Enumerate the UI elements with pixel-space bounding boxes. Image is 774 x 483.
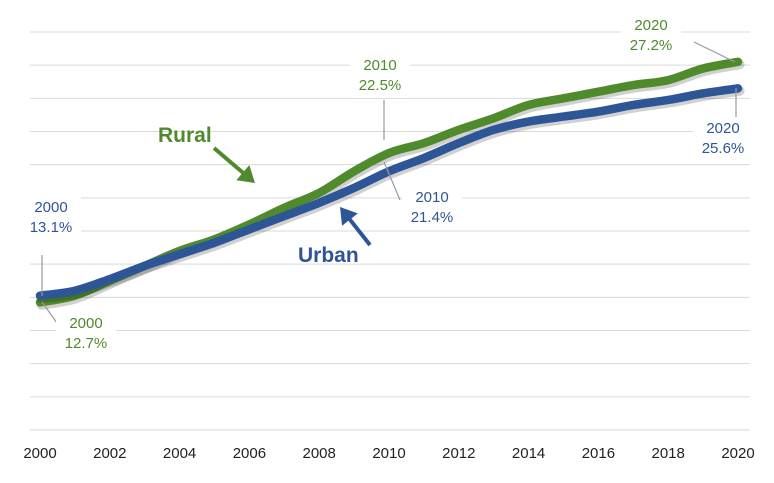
annotation-background	[21, 196, 81, 240]
series-label-rural: Rural	[158, 124, 212, 147]
annotation-leader	[693, 41, 736, 63]
annotation-year-rural-2020: 2020	[634, 17, 667, 34]
urban-series-line	[35, 84, 743, 300]
annotation-year-urban-2010: 2010	[415, 189, 448, 206]
annotation-value-urban-2020: 25.6%	[702, 140, 745, 157]
x-tick-label: 2012	[442, 445, 475, 462]
x-tick-label: 2016	[582, 445, 615, 462]
annotation-background	[350, 54, 410, 98]
x-axis-ticks: 2000 2002 2004 2006 2008 2010 2012 2014 2016 2018…	[23, 445, 754, 462]
x-tick-label: 2010	[372, 445, 405, 462]
annotations: 2000 13.1% 2000 12.7% 2010 22.5% 2010 21.4% 2020…	[21, 14, 753, 356]
x-tick-label: 2008	[303, 445, 336, 462]
gridlines	[30, 31, 750, 431]
x-tick-label: 2004	[163, 445, 196, 462]
annotation-background	[402, 186, 462, 230]
annotation-background	[693, 117, 753, 161]
annotation-leader	[383, 161, 401, 201]
x-tick-label: 2002	[93, 445, 126, 462]
annotation-value-urban-2000: 13.1%	[30, 219, 73, 236]
annotation-value-rural-2020: 27.2%	[630, 37, 673, 54]
x-tick-label: 2020	[721, 445, 754, 462]
annotation-year-rural-2010: 2010	[363, 57, 396, 74]
arrow-icon-urban	[340, 207, 372, 247]
annotation-year-rural-2000: 2000	[69, 315, 102, 332]
series-labels: Rural Urban	[158, 124, 372, 267]
x-tick-label: 2014	[512, 445, 545, 462]
annotation-value-rural-2010: 22.5%	[359, 77, 402, 94]
annotation-year-urban-2020: 2020	[706, 120, 739, 137]
series-label-urban: Urban	[298, 244, 359, 267]
annotation-background	[621, 14, 681, 58]
annotation-year-urban-2000: 2000	[34, 199, 67, 216]
series-lines	[35, 57, 745, 310]
annotation-value-rural-2000: 12.7%	[65, 335, 108, 352]
x-tick-label: 2018	[652, 445, 685, 462]
arrow-icon-rural	[212, 146, 255, 183]
annotation-background	[56, 312, 116, 356]
annotation-value-urban-2010: 21.4%	[411, 209, 454, 226]
x-tick-label: 2000	[23, 445, 56, 462]
x-tick-label: 2006	[233, 445, 266, 462]
